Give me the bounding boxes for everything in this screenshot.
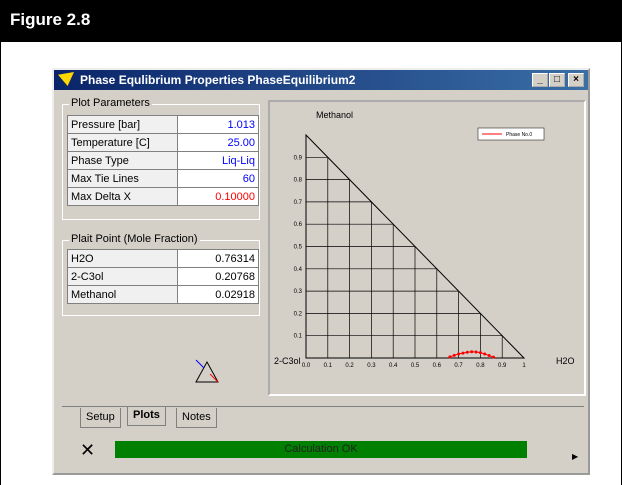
point (452, 353, 456, 357)
label-cell: H2O (67, 249, 178, 268)
point (478, 351, 482, 355)
row: 2-C3ol 0.20768 (67, 267, 259, 286)
label-cell: Max Delta X (67, 187, 178, 206)
y-tick-label: 0.3 (294, 289, 303, 295)
row: Phase Type Liq-Liq (67, 151, 260, 170)
row: Temperature [C] 25.00 (67, 133, 260, 152)
point (474, 350, 478, 354)
status-bar: Calculation OK (115, 441, 527, 458)
value-cell[interactable]: 60 (176, 169, 260, 188)
y-tick-label: 0.2 (294, 311, 303, 317)
label-cell: Phase Type (67, 151, 178, 170)
left-label: 2-C3ol (274, 356, 301, 366)
value-cell[interactable]: 1.013 (176, 115, 260, 134)
top-label: Methanol (316, 110, 353, 120)
value-cell[interactable]: 0.20768 (176, 267, 259, 286)
x-tick-label: 0.0 (302, 363, 311, 369)
parameters-table: Pressure [bar] 1.013 Temperature [C] 25.00 P… (67, 115, 260, 206)
y-tick-label: 0.4 (294, 267, 303, 273)
minimize-button[interactable]: _ (532, 73, 548, 87)
legend-box (477, 127, 545, 141)
value-cell[interactable]: 0.76314 (176, 249, 259, 268)
legend-label: Phase No.0 (506, 132, 532, 138)
x-tick-label: 0.1 (324, 363, 333, 369)
x-tick-label: 1 (522, 363, 526, 369)
point (448, 355, 452, 359)
x-tick-label: 0.5 (411, 363, 420, 369)
y-tick-label: 0.8 (294, 178, 303, 184)
x-tick-label: 0.6 (433, 363, 442, 369)
value-cell[interactable]: 0.10000 (176, 187, 260, 206)
group-title: Plait Point (Mole Fraction) (69, 233, 200, 245)
figure-header: Figure 2.8 (0, 0, 622, 42)
y-tick-label: 0.9 (294, 155, 303, 161)
row: Max Delta X 0.10000 (67, 187, 260, 206)
label-cell: Temperature [C] (67, 133, 178, 152)
row: Methanol 0.02918 (67, 285, 259, 304)
y-tick-label: 0.6 (294, 222, 303, 228)
point (465, 350, 469, 354)
point (461, 351, 465, 355)
arrow-icon[interactable]: ▶ (572, 452, 579, 461)
y-tick-label: 0.1 (294, 334, 303, 340)
tab-line (62, 406, 584, 407)
value-cell[interactable]: Liq-Liq (176, 151, 260, 170)
x-tick-label: 0.8 (476, 363, 485, 369)
y-tick-label: 0.7 (294, 200, 303, 206)
ternary-icon[interactable] (192, 356, 222, 386)
row: Max Tie Lines 60 (67, 169, 260, 188)
right-label: H2O (556, 356, 575, 366)
point (470, 350, 474, 354)
x-tick-label: 0.3 (367, 363, 376, 369)
value-cell[interactable]: 0.02918 (176, 285, 259, 304)
plait-point-group: Plait Point (Mole Fraction) H2O 0.76314 2-… (62, 233, 260, 316)
x-tick-label: 0.2 (345, 363, 354, 369)
label-cell: 2-C3ol (67, 267, 178, 286)
plot-area: Methanol 2-C3ol H2O 0.0 0.1 0.2 0.3 0.4 0.5 0.… (268, 100, 586, 396)
point (483, 352, 487, 356)
maximize-button[interactable]: □ (549, 73, 565, 87)
tab-selected[interactable]: Plots (127, 406, 166, 426)
point (487, 354, 491, 358)
row: Pressure [bar] 1.013 (67, 115, 260, 134)
x-tick-label: 0.9 (498, 363, 507, 369)
tab[interactable]: Notes (176, 408, 217, 428)
label-cell: Max Tie Lines (67, 169, 178, 188)
y-tick-label: 0.5 (294, 245, 303, 251)
tab[interactable]: Setup (80, 408, 121, 428)
x-tick-label: 0.7 (454, 363, 463, 369)
plot-parameters-group: Plot Parameters Pressure [bar] 1.013 Tempe… (62, 97, 260, 220)
point (491, 355, 495, 359)
row: H2O 0.76314 (67, 249, 259, 268)
close-button[interactable]: × (568, 73, 584, 87)
label-cell: Methanol (67, 285, 178, 304)
plait-table: H2O 0.76314 2-C3ol 0.20768 Methanol 0.02918 (67, 249, 259, 304)
cancel-icon[interactable]: ✕ (80, 440, 96, 460)
group-title: Plot Parameters (69, 97, 152, 109)
title-bar: Phase Equlibrium Properties PhaseEquilib… (54, 70, 588, 90)
label-cell: Pressure [bar] (67, 115, 178, 134)
x-tick-label: 0.4 (389, 363, 398, 369)
point (457, 352, 461, 356)
value-cell[interactable]: 25.00 (176, 133, 260, 152)
